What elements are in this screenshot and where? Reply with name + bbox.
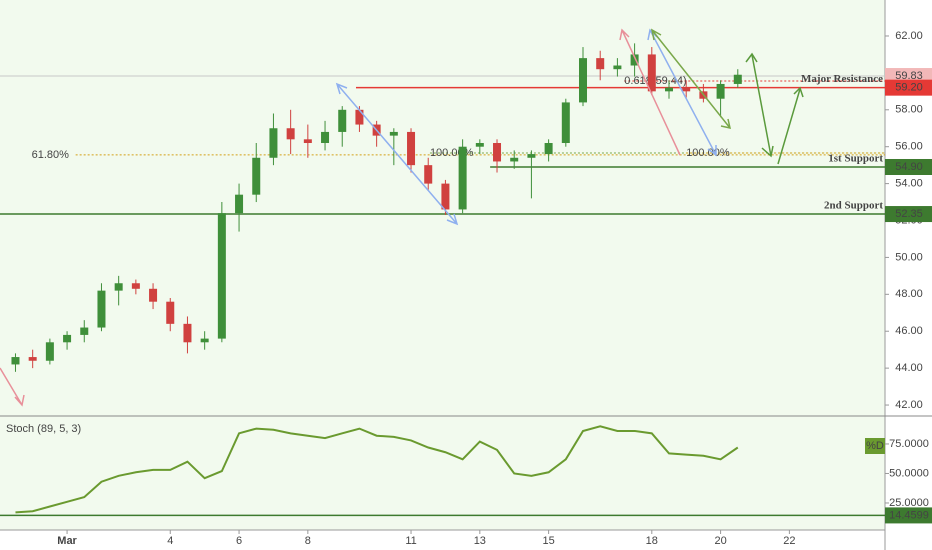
annotation: 100.00% — [686, 147, 730, 159]
candle-body — [114, 283, 123, 291]
price-tag — [885, 158, 932, 175]
level-label: 2nd Support — [824, 200, 883, 212]
arrow — [335, 82, 459, 226]
candle-body — [510, 157, 519, 162]
annotation: 100.00% — [430, 147, 474, 159]
time-axis — [0, 530, 885, 550]
x-tick-label: 6 — [236, 535, 242, 547]
price-tag-label: 59.20 — [895, 82, 923, 94]
price-tag — [885, 79, 932, 96]
annotation: 61.80% — [32, 149, 70, 161]
candle-body — [269, 128, 278, 158]
candle-body — [424, 165, 433, 184]
candle-body — [475, 143, 484, 147]
y-tick-label: 56.00 — [895, 141, 923, 153]
candle-body — [561, 102, 570, 144]
level-label: 1st Support — [828, 153, 883, 165]
x-tick-label: Mar — [57, 535, 77, 547]
candle-body — [664, 87, 673, 92]
y-tick-label: 46.00 — [895, 325, 923, 337]
x-tick-label: 8 — [305, 535, 311, 547]
x-tick-label: 11 — [405, 535, 416, 547]
arrow — [647, 28, 717, 157]
y-tick-label: 48.00 — [895, 288, 923, 300]
candle-body — [389, 131, 398, 136]
y-tick-label: 50.0000 — [889, 467, 929, 479]
candle-body — [493, 143, 502, 162]
x-tick-label: 15 — [542, 535, 554, 547]
y-tick-label: 44.00 — [895, 362, 923, 374]
y-tick-label: 75.0000 — [889, 438, 929, 450]
price-tag-label: 59.83 — [895, 70, 923, 82]
candle-body — [97, 290, 106, 328]
level-label: Major Resistance — [801, 73, 883, 85]
price-tag — [885, 206, 932, 223]
x-tick-label: 18 — [646, 535, 658, 547]
candle-body — [682, 87, 691, 92]
y-tick-label: 25.0000 — [889, 497, 929, 509]
candle-body — [579, 58, 588, 103]
y-tick-label: 54.00 — [895, 178, 923, 190]
y-tick-label: 50.00 — [895, 251, 923, 263]
candle-body — [252, 157, 261, 195]
price-tag-label: 14.4599 — [889, 509, 929, 521]
price-tag-label: 52.35 — [895, 208, 923, 220]
candle-body — [217, 213, 226, 339]
arrow — [777, 86, 804, 165]
candle-body — [28, 357, 37, 361]
candle-body — [647, 54, 656, 92]
y-tick-label: 62.00 — [895, 30, 923, 42]
arrow — [0, 367, 25, 407]
candle-body — [338, 109, 347, 132]
candle-body — [80, 327, 89, 335]
candle-body — [183, 323, 192, 343]
x-tick-label: 13 — [474, 535, 486, 547]
candle-body — [200, 338, 209, 343]
price-tag — [885, 507, 932, 524]
candle-body — [235, 194, 244, 214]
candle-body — [45, 342, 54, 361]
indicator-line — [15, 425, 739, 514]
candle-body — [303, 139, 312, 144]
arrow — [650, 28, 731, 129]
candle-body — [131, 283, 140, 289]
candle-body — [733, 74, 742, 84]
candle-body — [355, 109, 364, 125]
candle-body — [321, 131, 330, 144]
y-tick-label: 58.00 — [895, 104, 923, 116]
price-tag-label: 54.90 — [895, 161, 923, 173]
arrow — [745, 52, 774, 158]
candle-body — [407, 131, 416, 166]
legend-label: %D — [866, 440, 884, 452]
candle-body — [166, 301, 175, 324]
indicator-title: Stoch (89, 5, 3) — [6, 423, 81, 435]
candle-body — [458, 146, 467, 210]
candle-body — [613, 65, 622, 70]
x-tick-label: 22 — [783, 535, 795, 547]
arrow — [619, 28, 681, 156]
candle-body — [11, 357, 20, 365]
candle-body — [63, 334, 72, 343]
legend-tag — [865, 438, 885, 454]
candle-body — [527, 154, 536, 158]
arrows — [0, 28, 804, 407]
candle-body — [716, 83, 725, 99]
candle-body — [596, 58, 605, 70]
candle-body — [149, 288, 158, 302]
x-tick-label: 4 — [167, 535, 173, 547]
candle-body — [286, 128, 295, 140]
y-tick-label: 42.00 — [895, 399, 923, 411]
candle-body — [630, 54, 639, 66]
candle-body — [441, 183, 450, 210]
candle-body — [544, 143, 553, 155]
x-tick-label: 20 — [714, 535, 726, 547]
